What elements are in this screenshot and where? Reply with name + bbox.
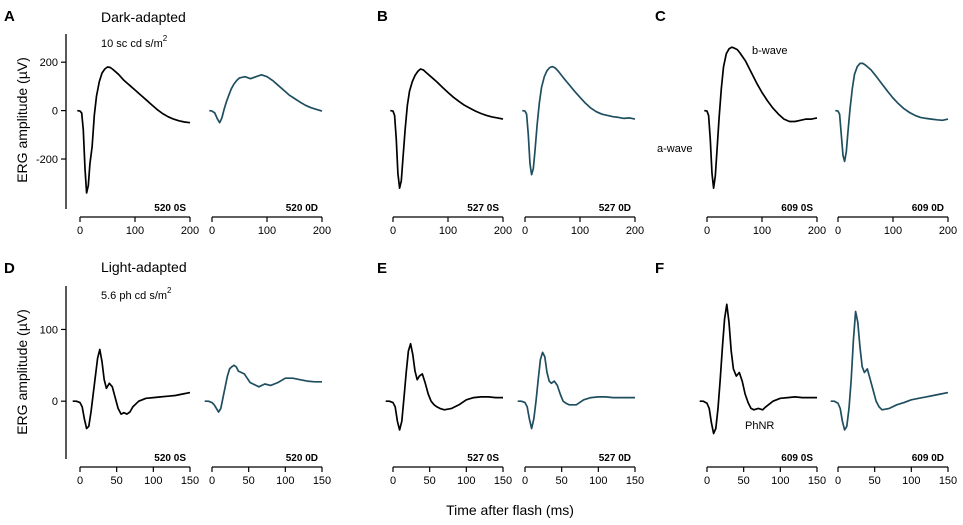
x-tick-label: 150 [939,475,957,487]
x-tick-label: 150 [313,475,331,487]
eye-label-c-os: 609 0S [781,203,813,214]
x-tick-label: 100 [457,475,475,487]
panel-letter-c: C [655,8,666,25]
x-tick-label: 100 [884,225,902,237]
x-tick-label: 0 [835,475,841,487]
x-tick-label: 100 [144,475,162,487]
x-tick-label: 0 [209,225,215,237]
y-tick-label: 200 [40,57,58,69]
erg-trace-e-od [517,351,635,430]
x-axis-title: Time after flash (ms) [446,502,574,518]
y-tick-label: 0 [52,106,58,118]
y-axis-title-row2: ERG amplitude (µV) [14,309,30,435]
erg-trace-b-od [522,65,636,176]
eye-label-f-os: 609 0S [781,453,813,464]
x-tick-label: 100 [439,225,457,237]
y-tick-label: 0 [52,396,58,408]
x-tick-label: 50 [738,475,750,487]
panel-letter-d: D [4,260,15,277]
x-tick-label: 0 [522,225,528,237]
eye-label-c-od: 609 0D [912,203,944,214]
eye-label-a-os: 520 0S [154,203,186,214]
b-wave-annotation: b-wave [752,45,787,57]
x-tick-label: 200 [494,225,512,237]
x-tick-label: 200 [808,225,826,237]
dark-adapted-title: Dark-adapted [101,9,186,25]
x-tick-label: 100 [126,225,144,237]
y-tick-label: 100 [40,324,58,336]
light-stimulus-label: 5.6 ph cd s/m2 [101,286,172,302]
eye-label-f-od: 609 0D [912,453,944,464]
erg-trace-f-od [830,310,949,431]
erg-trace-a-os [77,66,191,194]
x-tick-label: 200 [939,225,957,237]
eye-label-e-od: 527 0D [599,453,631,464]
eye-label-a-od: 520 0D [286,203,318,214]
x-tick-label: 100 [258,225,276,237]
x-tick-label: 100 [276,475,294,487]
phnr-annotation: PhNR [745,420,774,432]
eye-label-d-os: 520 0S [154,453,186,464]
erg-trace-a-od [209,73,323,124]
panel-letter-a: A [4,8,15,25]
erg-trace-c-os [704,46,818,189]
x-tick-label: 150 [181,475,199,487]
y-axis-title-row1: ERG amplitude (µV) [14,57,30,183]
x-tick-label: 0 [209,475,215,487]
x-tick-label: 50 [111,475,123,487]
erg-trace-e-os [385,342,503,431]
panel-letter-f: F [655,260,664,277]
erg-trace-f-os [699,303,817,435]
erg-trace-d-od [204,364,322,413]
erg-trace-d-os [72,348,191,430]
dark-stimulus-label: 10 sc cd s/m2 [101,34,168,50]
panel-letter-e: E [377,260,387,277]
y-tick-label: -200 [36,154,58,166]
x-tick-label: 50 [424,475,436,487]
x-tick-label: 200 [626,225,644,237]
eye-label-e-os: 527 0S [467,453,499,464]
x-tick-label: 150 [494,475,512,487]
x-tick-label: 0 [522,475,528,487]
erg-trace-c-od [835,62,949,163]
x-tick-label: 100 [589,475,607,487]
x-tick-label: 150 [626,475,644,487]
x-tick-label: 0 [390,225,396,237]
eye-label-b-os: 527 0S [467,203,499,214]
x-tick-label: 0 [77,475,83,487]
x-tick-label: 0 [704,475,710,487]
x-tick-label: 0 [704,225,710,237]
x-tick-label: 100 [571,225,589,237]
panel-letter-b: B [377,8,388,25]
x-tick-label: 200 [181,225,199,237]
x-tick-label: 0 [77,225,83,237]
x-tick-label: 0 [835,225,841,237]
x-tick-label: 0 [390,475,396,487]
x-tick-label: 50 [243,475,255,487]
x-tick-label: 200 [313,225,331,237]
x-tick-label: 50 [556,475,568,487]
x-tick-label: 150 [808,475,826,487]
x-tick-label: 100 [771,475,789,487]
erg-trace-b-os [390,68,504,189]
x-tick-label: 100 [753,225,771,237]
x-tick-label: 100 [902,475,920,487]
eye-label-d-od: 520 0D [286,453,318,464]
a-wave-annotation: a-wave [657,143,692,155]
eye-label-b-od: 527 0D [599,203,631,214]
x-tick-label: 50 [869,475,881,487]
light-adapted-title: Light-adapted [101,259,187,275]
